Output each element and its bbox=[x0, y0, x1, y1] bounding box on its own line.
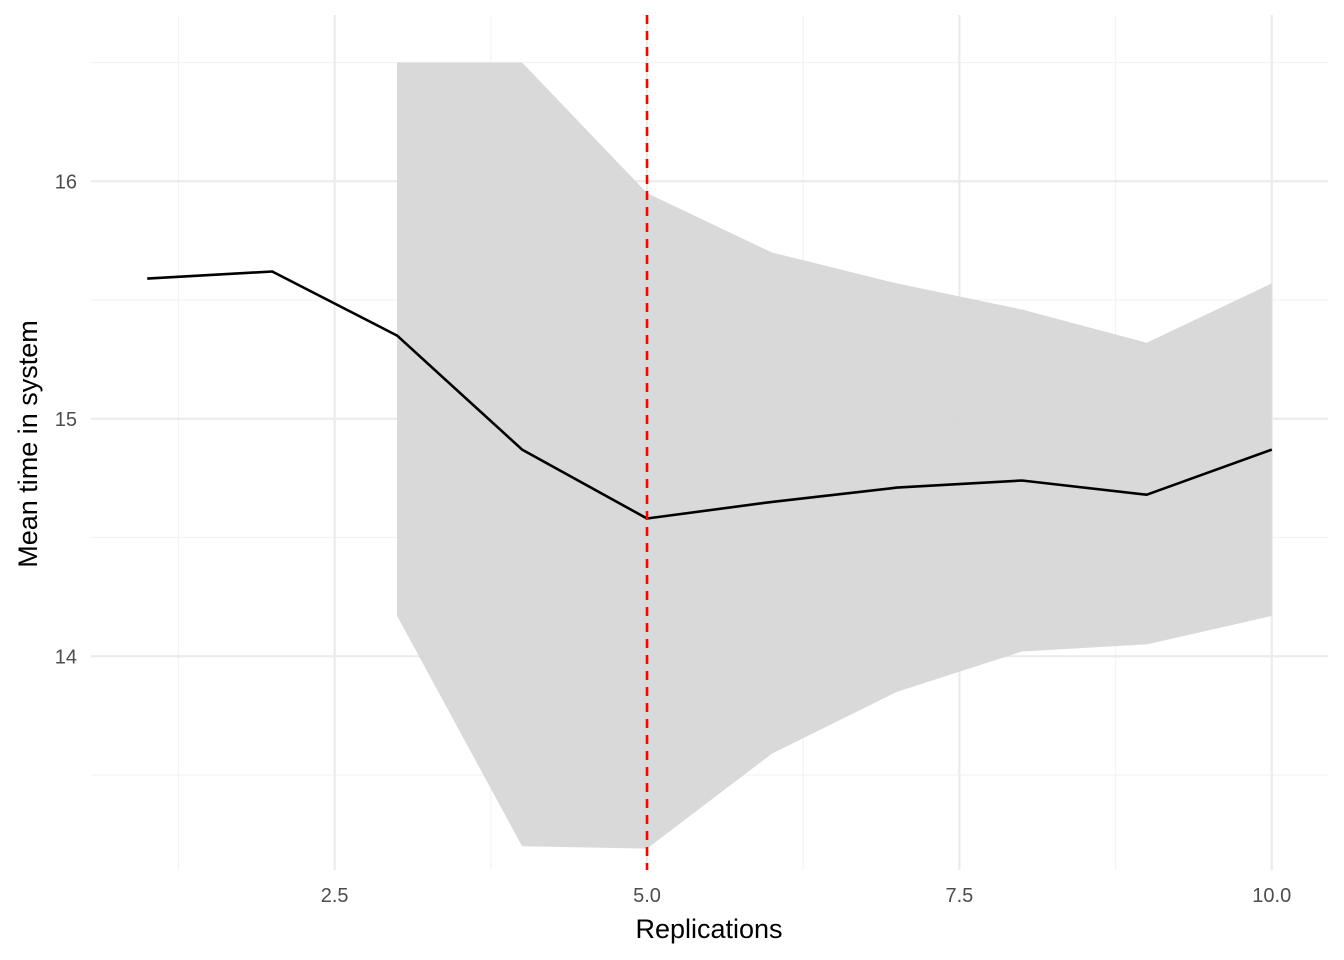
y-tick-label: 15 bbox=[55, 409, 77, 431]
confidence-band bbox=[397, 62, 1272, 849]
x-tick-labels: 2.5 5.0 7.5 10.0 bbox=[321, 885, 1291, 907]
x-tick-label: 2.5 bbox=[321, 885, 349, 907]
mean-line bbox=[147, 270, 1273, 520]
x-axis-title: Replications bbox=[635, 914, 782, 944]
y-axis-title: Mean time in system bbox=[13, 320, 43, 568]
y-tick-label: 16 bbox=[55, 171, 77, 193]
x-tick-label: 5.0 bbox=[633, 885, 661, 907]
y-tick-label: 14 bbox=[55, 646, 77, 668]
x-tick-label: 7.5 bbox=[945, 885, 973, 907]
y-tick-labels: 14 15 16 bbox=[55, 171, 77, 668]
x-tick-label: 10.0 bbox=[1252, 885, 1291, 907]
